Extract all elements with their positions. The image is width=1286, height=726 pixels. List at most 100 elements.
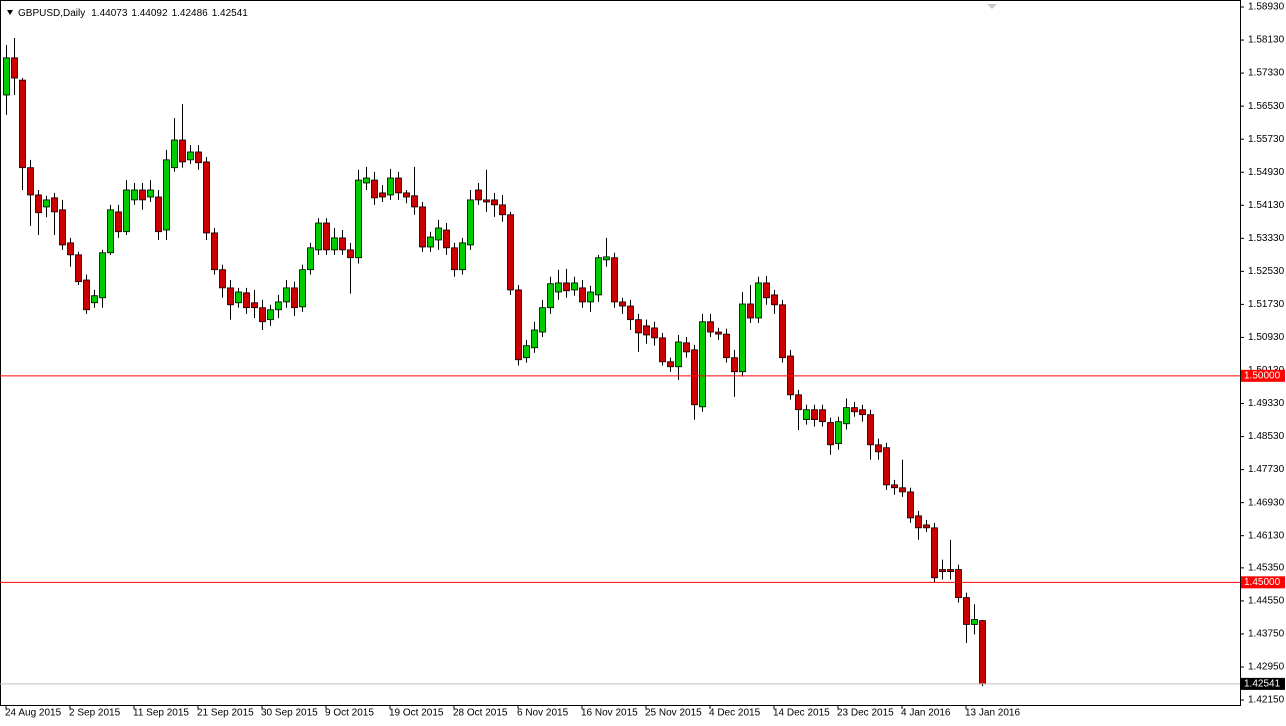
header-close: 1.42541 bbox=[212, 8, 249, 19]
x-tick-label: 11 Sep 2015 bbox=[133, 708, 189, 719]
header-low: 1.42486 bbox=[172, 8, 209, 19]
candle-body bbox=[547, 283, 554, 309]
candle-body bbox=[315, 222, 322, 251]
candle-body bbox=[795, 394, 802, 411]
candle-body bbox=[419, 206, 426, 248]
candle-body bbox=[659, 337, 666, 363]
x-tick-label: 25 Nov 2015 bbox=[645, 708, 702, 719]
candle-body bbox=[43, 199, 50, 208]
candle-body bbox=[883, 447, 890, 486]
candle-body bbox=[755, 282, 762, 319]
candle-body bbox=[531, 329, 538, 349]
candle-body bbox=[443, 229, 450, 249]
candle-body bbox=[923, 524, 930, 529]
y-tick-label: 1.53330 bbox=[1248, 233, 1285, 244]
candle-body bbox=[379, 192, 386, 198]
candle-body bbox=[611, 257, 618, 303]
y-tick-label: 1.47730 bbox=[1248, 464, 1285, 475]
candle-body bbox=[643, 325, 650, 336]
candle-body bbox=[371, 179, 378, 199]
candle-body bbox=[739, 303, 746, 373]
candle-body bbox=[931, 527, 938, 579]
candle-body bbox=[707, 321, 714, 333]
candle-body bbox=[619, 301, 626, 307]
price-label: 1.42541 bbox=[1244, 679, 1281, 690]
candle-body bbox=[907, 491, 914, 519]
candle-body bbox=[323, 222, 330, 251]
x-tick-label: 9 Oct 2015 bbox=[325, 708, 374, 719]
candle-body bbox=[651, 327, 658, 339]
candle-body bbox=[571, 282, 578, 291]
candle-body bbox=[819, 409, 826, 423]
candle-body bbox=[147, 189, 154, 198]
y-tick-label: 1.44550 bbox=[1248, 596, 1285, 607]
y-tick-label: 1.52530 bbox=[1248, 266, 1285, 277]
candle-body bbox=[251, 302, 258, 309]
candle-body bbox=[259, 307, 266, 323]
candle-body bbox=[107, 209, 114, 254]
candle-body bbox=[595, 257, 602, 296]
x-tick-label: 24 Aug 2015 bbox=[5, 708, 62, 719]
candle-body bbox=[491, 199, 498, 206]
candle-body bbox=[307, 247, 314, 271]
y-tick-label: 1.51730 bbox=[1248, 299, 1285, 310]
candle-body bbox=[731, 357, 738, 373]
candle-body bbox=[363, 177, 370, 184]
y-tick-label: 1.50930 bbox=[1248, 332, 1285, 343]
plot bbox=[3, 37, 986, 687]
y-tick-label: 1.46930 bbox=[1248, 497, 1285, 508]
candle-body bbox=[771, 294, 778, 306]
candle-body bbox=[411, 195, 418, 208]
candle-body bbox=[19, 79, 26, 169]
candle-body bbox=[939, 569, 946, 572]
candle-body bbox=[395, 177, 402, 194]
candle-body bbox=[331, 237, 338, 251]
candle-body bbox=[899, 487, 906, 493]
candle-body bbox=[891, 484, 898, 489]
candle-body bbox=[211, 232, 218, 271]
candle-body bbox=[83, 279, 90, 311]
shift-marker bbox=[987, 4, 997, 9]
candle-body bbox=[139, 189, 146, 201]
y-tick-label: 1.48530 bbox=[1248, 431, 1285, 442]
y-tick-label: 1.42950 bbox=[1248, 662, 1285, 673]
y-tick-label: 1.54130 bbox=[1248, 200, 1285, 211]
candle-body bbox=[267, 309, 274, 321]
candle-body bbox=[747, 303, 754, 319]
candle-body bbox=[179, 139, 186, 163]
candle-body bbox=[843, 407, 850, 425]
candle-body bbox=[339, 237, 346, 251]
candle-body bbox=[827, 422, 834, 446]
candle-body bbox=[507, 214, 514, 291]
candle-body bbox=[67, 242, 74, 256]
y-tick-label: 1.56530 bbox=[1248, 101, 1285, 112]
candle-body bbox=[467, 199, 474, 246]
candle-body bbox=[347, 249, 354, 259]
candle-body bbox=[699, 321, 706, 408]
candle-body bbox=[803, 409, 810, 421]
candle-body bbox=[947, 569, 954, 572]
candle-body bbox=[299, 269, 306, 308]
candle-body bbox=[403, 192, 410, 198]
candle-body bbox=[235, 291, 242, 304]
candle-body bbox=[427, 236, 434, 248]
candle-body bbox=[763, 282, 770, 299]
candle-body bbox=[451, 247, 458, 271]
candle-body bbox=[635, 319, 642, 334]
candle-body bbox=[499, 204, 506, 216]
x-tick-label: 4 Dec 2015 bbox=[709, 708, 761, 719]
candle-body bbox=[555, 282, 562, 293]
candle-body bbox=[723, 333, 730, 359]
y-tick-label: 1.58930 bbox=[1248, 2, 1285, 13]
x-tick-label: 16 Nov 2015 bbox=[581, 708, 638, 719]
candle-body bbox=[355, 179, 362, 259]
y-tick-label: 1.58130 bbox=[1248, 35, 1285, 46]
candle-body bbox=[971, 619, 978, 625]
candle-body bbox=[203, 161, 210, 234]
level-label-box bbox=[1241, 576, 1285, 589]
candle-body bbox=[243, 292, 250, 309]
candle-body bbox=[579, 287, 586, 303]
candle-body bbox=[123, 189, 130, 233]
candle-body bbox=[675, 341, 682, 368]
candle-body bbox=[171, 139, 178, 169]
